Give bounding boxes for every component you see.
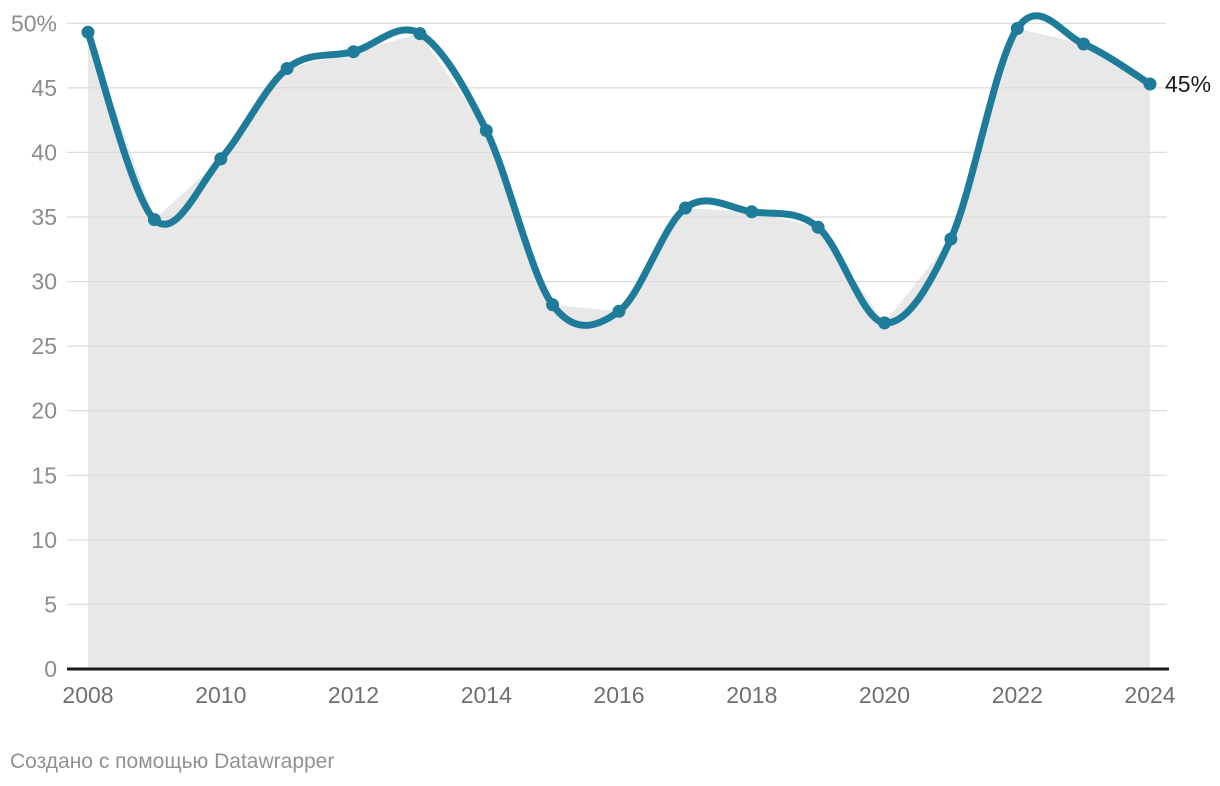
data-point-marker-2018[interactable] xyxy=(745,205,759,219)
data-point-marker-2019[interactable] xyxy=(811,220,825,234)
data-point-marker-2023[interactable] xyxy=(1077,37,1091,51)
x-axis-tick-label: 2016 xyxy=(593,682,644,708)
x-axis-tick-label: 2008 xyxy=(62,682,113,708)
x-axis-tick-label: 2012 xyxy=(328,682,379,708)
x-axis-tick-label: 2022 xyxy=(992,682,1043,708)
y-axis-tick-label: 45 xyxy=(31,75,57,101)
series-area xyxy=(88,28,1150,669)
area-line-chart: 0 5 10 15 20 25 30 35 40 45 50% 2008 2010 2012 2014 201… xyxy=(11,10,1211,708)
x-axis-tick-label: 2018 xyxy=(726,682,777,708)
attribution-footer: Создано с помощью Datawrapper xyxy=(10,749,334,775)
data-point-marker-2020[interactable] xyxy=(878,316,891,330)
x-axis-tick-label: 2014 xyxy=(461,682,512,708)
y-axis-tick-label: 10 xyxy=(31,527,57,553)
data-point-marker-2015[interactable] xyxy=(546,298,560,312)
data-point-marker-2024[interactable] xyxy=(1143,77,1157,91)
datawrapper-attribution-link[interactable]: Создано с помощью Datawrapper xyxy=(10,750,335,773)
data-point-marker-2010[interactable] xyxy=(214,152,228,166)
x-axis-tick-label: 2024 xyxy=(1124,682,1175,708)
data-point-marker-2012[interactable] xyxy=(347,45,360,59)
gridlines xyxy=(67,22,1167,606)
y-axis-tick-label: 15 xyxy=(31,462,57,488)
x-axis-tick-label: 2020 xyxy=(859,682,910,708)
data-point-marker-2014[interactable] xyxy=(479,124,493,137)
x-axis-tick-label: 2010 xyxy=(195,682,246,708)
data-point-marker-2011[interactable] xyxy=(280,62,294,75)
data-point-marker-2016[interactable] xyxy=(612,304,626,318)
chart-canvas: 0 5 10 15 20 25 30 35 40 45 50% 2008 2010 2012 2014 201… xyxy=(11,10,1211,708)
y-axis-tick-label: 0 xyxy=(44,656,57,682)
y-axis-tick-label: 35 xyxy=(31,204,57,230)
end-value-label: 45% xyxy=(1165,71,1211,97)
data-point-marker-2009[interactable] xyxy=(147,213,161,227)
data-point-marker-2017[interactable] xyxy=(678,201,692,215)
data-point-marker-2021[interactable] xyxy=(944,232,958,246)
data-point-marker-2013[interactable] xyxy=(413,27,427,41)
y-axis-tick-label: 25 xyxy=(31,333,57,359)
y-axis-tick-labels: 0 5 10 15 20 25 30 35 40 45 50% xyxy=(11,10,57,682)
y-axis-tick-label: 20 xyxy=(31,398,57,424)
series-line xyxy=(84,12,1154,329)
data-point-markers xyxy=(81,22,1157,330)
y-axis-tick-label: 40 xyxy=(31,139,57,165)
data-point-marker-2022[interactable] xyxy=(1010,22,1024,35)
data-point-marker-2008[interactable] xyxy=(81,25,95,39)
y-axis-tick-label: 50% xyxy=(11,10,57,36)
y-axis-tick-label: 5 xyxy=(44,591,57,617)
y-axis-tick-label: 30 xyxy=(31,269,57,295)
x-axis-tick-labels: 2008 2010 2012 2014 2016 2018 2020 2022 2024 xyxy=(62,682,1175,708)
